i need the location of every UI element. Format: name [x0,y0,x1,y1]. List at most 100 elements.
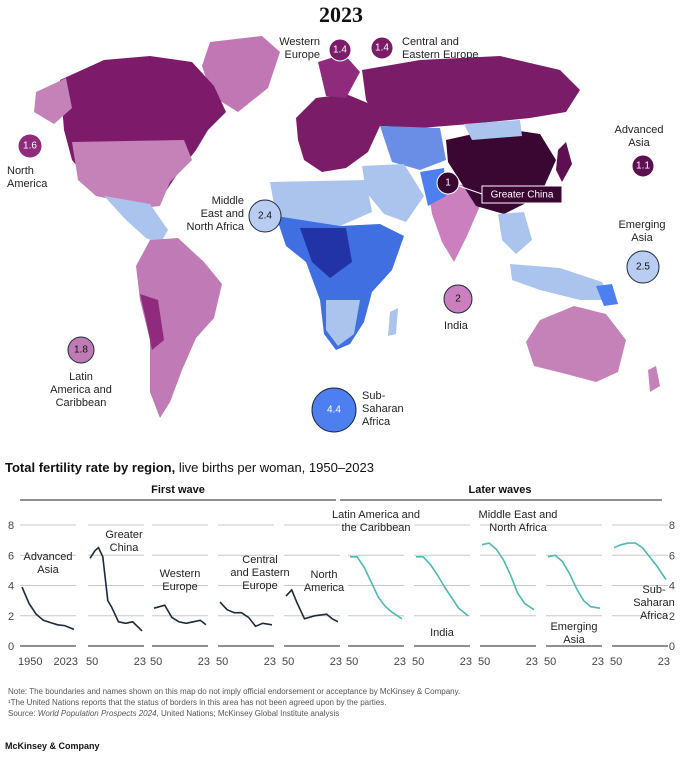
note-line-3: Source: World Population Prospects 2024,… [8,709,340,718]
bubble-north-america: 1.6 [17,133,43,159]
series-line [547,554,601,609]
series-label: North Africa [489,522,547,534]
x-tick-start: 50 [610,656,622,668]
central-africa-dark-shape [300,228,352,278]
bubble-india: 2 [443,284,473,314]
scandinavia-shape [318,54,360,98]
mongolia-shape [464,120,522,140]
x-tick-end: 2023 [54,656,78,668]
russia-shape [362,56,580,128]
svg-text:1.4: 1.4 [333,45,347,56]
series-label: Africa [640,610,669,622]
svg-text:2: 2 [455,294,461,305]
svg-text:1.1: 1.1 [636,161,650,172]
bubble-greater-china: 1 Greater China [436,171,563,204]
series-label: the Caribbean [341,522,410,534]
australia-shape [526,306,626,382]
series-label: Western [160,568,201,580]
series-label: Asia [37,564,59,576]
svg-text:2.5: 2.5 [636,262,650,273]
middle-east-shape [362,164,424,222]
bubble-central-eastern-europe: 1.4 [370,36,394,60]
series-label: China [110,542,140,554]
bubble-western-europe: 1.4 [328,38,352,62]
southeast-asia-shape [498,212,532,254]
series-label: Europe [242,580,277,592]
x-tick-end: 23 [394,656,406,668]
series-line [89,546,143,632]
chart-heading-bold: Total fertility rate by region, [5,460,176,475]
series-label: Advanced [24,551,73,563]
panel-india: 50 23 India [412,524,472,668]
svg-text:1.6: 1.6 [23,141,37,152]
svg-text:1.8: 1.8 [74,345,88,356]
y-tick-left: 2 [8,611,14,623]
series-label: Central [242,554,277,566]
y-tick-right: 6 [669,550,675,562]
bubble-middle-east-north-africa: 2.4 [248,199,282,233]
x-tick-start: 50 [412,656,424,668]
x-tick-end: 23 [330,656,342,668]
svg-text:2.4: 2.4 [258,211,272,222]
indonesia-shape [510,264,610,300]
first-wave-label: First wave [151,484,205,496]
chart-heading: Total fertility rate by region, live bir… [5,460,374,475]
label-north-america: North America [7,165,48,190]
x-tick-end: 23 [658,656,670,668]
x-tick-start: 50 [478,656,490,668]
south-america-dark-shape [140,294,164,350]
svg-text:1: 1 [445,178,451,189]
label-latin-america-caribbean: Latin America and Caribbean [50,371,112,409]
madagascar-shape [388,308,398,336]
usa-shape [72,140,192,208]
series-label: Saharan [633,597,675,609]
series-line [613,542,667,580]
southern-africa-shape [326,300,360,346]
series-line [285,588,339,623]
series-line [350,556,403,620]
label-india: India [444,320,468,332]
y-tick-right: 2 [669,611,675,623]
chart-heading-rest: live births per woman, 1950–2023 [175,460,374,475]
x-tick-start: 50 [282,656,294,668]
europe-shape [296,94,380,172]
alaska-shape [34,78,72,124]
x-tick-start: 50 [150,656,162,668]
label-central-eastern-europe: Central and Eastern Europe [402,36,479,61]
bubble-advanced-asia: 1.1 [631,154,655,178]
x-tick-end: 23 [264,656,276,668]
bubble-latin-america-caribbean: 1.8 [67,336,95,364]
brand: McKinsey & Company [5,741,100,751]
new-zealand-shape [648,366,660,392]
png-shape [596,284,618,306]
series-label: Emerging [550,621,597,633]
bubble-emerging-asia: 2.5 [626,250,660,284]
x-tick-end: 23 [134,656,146,668]
series-label: America [304,582,345,594]
note-line-1: Note: The boundaries and names shown on … [8,687,461,696]
north-africa-shape [270,180,372,228]
y-tick-right: 4 [669,581,675,593]
series-line [21,586,75,631]
series-label: India [430,627,455,639]
series-label: Greater [105,529,143,541]
series-line [416,556,469,617]
japan-shape [556,142,572,182]
x-tick-start: 50 [346,656,358,668]
series-label: North [311,569,338,581]
notes: Note: The boundaries and names shown on … [8,686,460,719]
svg-text:Greater China: Greater China [491,190,554,201]
label-western-europe: Western Europe [279,36,320,61]
greenland-shape [202,36,280,112]
x-tick-end: 23 [460,656,472,668]
y-tick-left: 6 [8,550,14,562]
central-america-shape [104,196,168,244]
label-middle-east-north-africa: Middle East and North Africa [186,195,244,233]
later-waves-label: Later waves [468,484,532,496]
